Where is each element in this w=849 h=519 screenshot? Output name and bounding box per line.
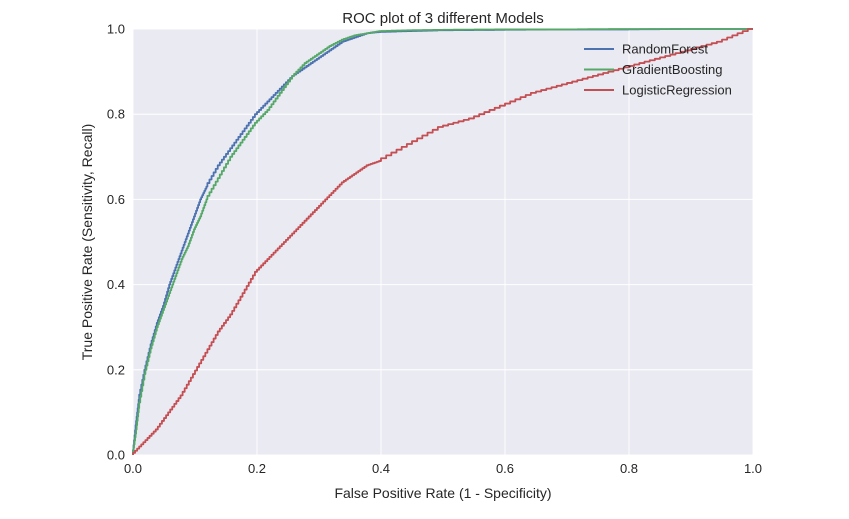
series-line-logisticregression [132,28,753,455]
x-tick-label: 0.8 [620,461,638,476]
series-line-gradientboosting [132,28,753,455]
legend-label: LogisticRegression [622,83,732,98]
y-tick-label: 0.2 [107,362,125,377]
y-tick-label: 0.4 [107,277,125,292]
legend-label: RandomForest [622,42,708,57]
x-tick-label: 0.6 [496,461,514,476]
y-tick-label: 0.0 [107,448,125,463]
series-lines [132,28,753,455]
x-axis-label: False Positive Rate (1 - Specificity) [334,485,551,501]
plot-area [133,29,753,455]
tick-labels: 0.0 0.2 0.4 0.6 0.8 1.0 0.0 0.2 0.4 0.6 0.8 1.0 [107,22,762,477]
y-tick-label: 1.0 [107,22,125,37]
y-tick-label: 0.8 [107,107,125,122]
y-tick-label: 0.6 [107,192,125,207]
x-tick-label: 0.4 [372,461,390,476]
x-tick-label: 0.2 [248,461,266,476]
x-tick-label: 0.0 [124,461,142,476]
grid-lines [132,28,754,456]
x-tick-label: 1.0 [744,461,762,476]
legend-label: GradientBoosting [622,62,722,77]
y-axis-label: True Positive Rate (Sensitivity, Recall) [79,124,95,361]
chart-title: ROC plot of 3 different Models [342,10,544,27]
legend: RandomForest GradientBoosting LogisticRegr… [584,42,732,98]
